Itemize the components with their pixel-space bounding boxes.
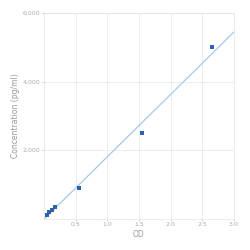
X-axis label: OD: OD [133,230,145,239]
Y-axis label: Concentration (pg/ml): Concentration (pg/ml) [11,74,20,158]
Point [50,208,54,212]
Point [210,45,214,49]
Point [77,186,81,190]
Point [47,210,51,214]
Point [54,205,58,209]
Point [44,213,48,217]
Point [140,131,144,135]
